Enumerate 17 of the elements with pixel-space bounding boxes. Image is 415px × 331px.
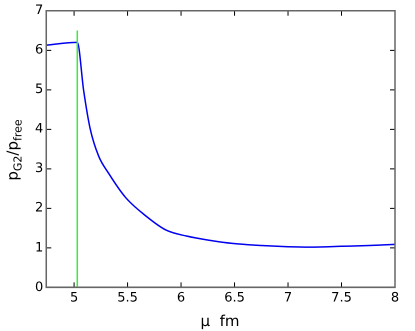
x-axis-title: μ fm (200, 312, 240, 330)
x-tick-label: 6 (176, 290, 186, 306)
x-tick-label: 5.5 (117, 290, 138, 306)
y-tick-label: 3 (34, 161, 44, 176)
x-tick-label: 7.5 (331, 290, 352, 306)
line-series (46, 42, 395, 248)
x-tick-label: 7 (284, 290, 292, 306)
y-tick-label: 4 (34, 122, 44, 137)
y-tick-label: 6 (34, 42, 44, 58)
x-tick-label: 6.5 (224, 290, 245, 306)
x-tick-label: 8 (390, 290, 400, 306)
y-tick-label: 5 (34, 82, 44, 98)
x-tick-label: 5 (70, 290, 78, 306)
y-tick-label: 2 (34, 200, 44, 216)
y-tick-label: 7 (34, 3, 44, 18)
y-tick-label: 1 (34, 240, 44, 256)
y-tick-label: 0 (34, 280, 44, 295)
